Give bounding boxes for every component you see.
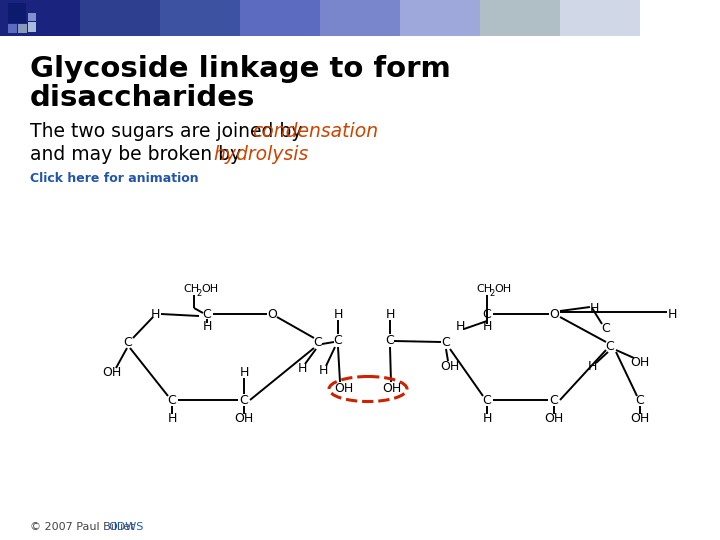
- Text: 2: 2: [489, 288, 494, 298]
- Text: CH: CH: [476, 284, 492, 294]
- Text: C: C: [482, 394, 491, 407]
- Text: OH: OH: [102, 366, 122, 379]
- Text: C: C: [482, 307, 491, 321]
- Text: OH: OH: [382, 381, 402, 395]
- Text: H: H: [167, 411, 176, 424]
- Text: C: C: [602, 321, 611, 334]
- Bar: [560, 0, 640, 36]
- Text: C: C: [202, 307, 212, 321]
- Bar: [0, 0, 80, 36]
- Text: C: C: [549, 394, 559, 407]
- Text: and may be broken by: and may be broken by: [30, 145, 247, 164]
- Text: C: C: [333, 334, 343, 347]
- Text: OH: OH: [544, 411, 564, 424]
- Text: H: H: [333, 307, 343, 321]
- Text: H: H: [482, 321, 492, 334]
- Text: H: H: [297, 361, 307, 375]
- Bar: [160, 0, 240, 36]
- Text: OH: OH: [201, 284, 218, 294]
- Bar: [640, 0, 720, 36]
- Text: C: C: [636, 394, 644, 407]
- Text: C: C: [168, 394, 176, 407]
- Bar: [8, 24, 17, 33]
- Text: hydrolysis: hydrolysis: [213, 145, 308, 164]
- Text: © 2007 Paul Billiet: © 2007 Paul Billiet: [30, 522, 138, 532]
- Bar: [400, 0, 480, 36]
- Text: OH: OH: [631, 355, 649, 368]
- Bar: [18, 24, 27, 33]
- Text: C: C: [441, 335, 451, 348]
- Text: The two sugars are joined by: The two sugars are joined by: [30, 122, 308, 141]
- Bar: [8, 3, 26, 23]
- Text: H: H: [455, 321, 464, 334]
- Text: H: H: [589, 301, 599, 314]
- Text: C: C: [240, 394, 248, 407]
- Text: C: C: [606, 340, 614, 353]
- Text: OH: OH: [631, 411, 649, 424]
- Bar: [320, 0, 400, 36]
- Text: H: H: [202, 321, 212, 334]
- Text: OH: OH: [334, 381, 354, 395]
- Text: C: C: [314, 335, 323, 348]
- Text: disaccharides: disaccharides: [30, 84, 256, 112]
- Text: OH: OH: [441, 360, 459, 373]
- Text: H: H: [385, 307, 395, 321]
- Text: O: O: [267, 307, 277, 321]
- Text: C: C: [124, 335, 132, 348]
- Text: CH: CH: [183, 284, 199, 294]
- Bar: [80, 0, 160, 36]
- Text: C: C: [386, 334, 395, 347]
- Bar: [240, 0, 320, 36]
- Text: Click here for animation: Click here for animation: [30, 172, 199, 185]
- Text: H: H: [318, 363, 328, 376]
- Bar: [28, 22, 36, 32]
- Text: OH: OH: [494, 284, 511, 294]
- Text: H: H: [150, 307, 160, 321]
- Text: H: H: [239, 366, 248, 379]
- Text: OH: OH: [235, 411, 253, 424]
- Bar: [480, 0, 560, 36]
- Text: H: H: [588, 360, 597, 373]
- Text: condensation: condensation: [252, 122, 378, 141]
- Text: H: H: [667, 307, 677, 321]
- Text: O: O: [549, 307, 559, 321]
- Text: Glycoside linkage to form: Glycoside linkage to form: [30, 55, 451, 83]
- Bar: [28, 13, 36, 21]
- Text: 2: 2: [196, 288, 202, 298]
- Text: H: H: [482, 411, 492, 424]
- Text: ODWS: ODWS: [108, 522, 143, 532]
